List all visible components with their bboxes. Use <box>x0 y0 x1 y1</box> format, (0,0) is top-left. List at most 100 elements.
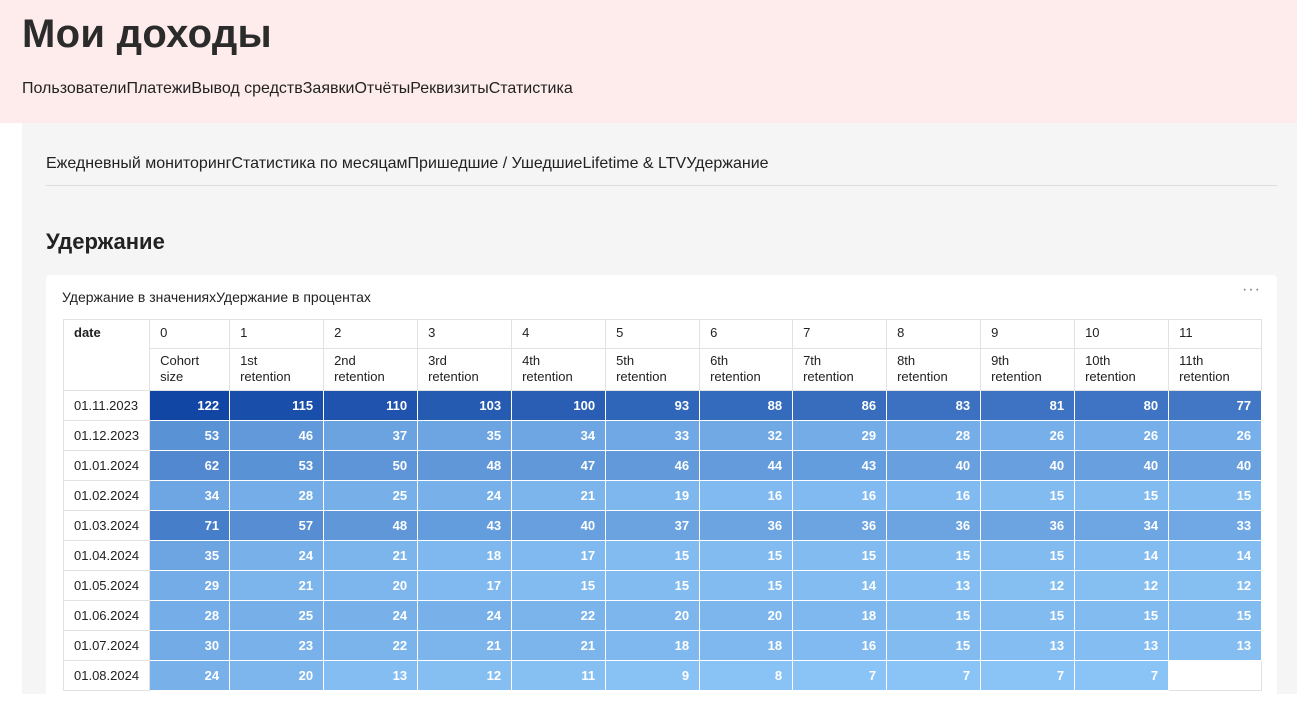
menu-button[interactable]: ··· <box>1242 281 1261 298</box>
card-tab[interactable]: Удержание в процентах <box>216 289 371 305</box>
value-cell: 26 <box>1074 420 1170 451</box>
nav-tab[interactable]: Статистика <box>488 80 573 97</box>
value-cell: 15 <box>980 480 1076 511</box>
data-row: 01.04.2024 35 24 21 18 17 15 15 15 15 15 14 14 <box>62 540 1263 571</box>
value-cell: 29 <box>792 420 888 451</box>
sub-tab[interactable]: Пришедшие / Ушедшие <box>407 155 583 172</box>
sub-tabs: Ежедневный мониторинг Статистика по месяц… <box>46 155 1277 186</box>
value-cell: 13 <box>886 570 982 601</box>
value-cell: 13 <box>980 630 1076 661</box>
column-label: 3rd retention <box>417 348 513 391</box>
value-cell: 20 <box>605 600 701 631</box>
column-label-text: 5th retention <box>616 353 667 384</box>
nav-tab[interactable]: Вывод средств <box>191 80 303 97</box>
value-cell: 86 <box>792 390 888 421</box>
nav-tab[interactable]: Платежи <box>126 80 192 97</box>
column-label: 11th retention <box>1168 348 1263 391</box>
value-cell: 12 <box>1168 570 1263 601</box>
value-cell: 83 <box>886 390 982 421</box>
value-cell: 115 <box>229 390 325 421</box>
data-row: 01.06.2024 28 25 24 24 22 20 20 18 15 15 15 15 <box>62 600 1263 631</box>
column-label-text: 1st retention <box>240 353 291 384</box>
table-body: 01.11.2023 122 115 110 103 100 93 88 86 83 81 80 77 0… <box>62 390 1263 691</box>
value-cell: 12 <box>417 660 513 691</box>
sub-tab[interactable]: Ежедневный мониторинг <box>46 155 232 172</box>
nav-tab[interactable]: Реквизиты <box>410 80 489 97</box>
sub-tab[interactable]: Удержание <box>686 155 769 172</box>
value-cell: 15 <box>1168 600 1263 631</box>
value-cell: 28 <box>886 420 982 451</box>
value-cell: 20 <box>699 600 794 631</box>
data-row: 01.03.2024 71 57 48 43 40 37 36 36 36 36 34 33 <box>62 510 1263 541</box>
sub-tab[interactable]: Lifetime & LTV <box>582 155 687 172</box>
date-header: date <box>62 319 151 391</box>
value-cell: 16 <box>792 630 888 661</box>
value-cell: 26 <box>980 420 1076 451</box>
value-cell: 23 <box>229 630 325 661</box>
cohort-date: 01.03.2024 <box>62 510 151 541</box>
value-cell: 18 <box>792 600 888 631</box>
value-cell: 40 <box>1168 450 1263 481</box>
value-cell: 11 <box>511 660 607 691</box>
sub-tab[interactable]: Статистика по месяцам <box>231 155 408 172</box>
page-title: Мои доходы <box>22 12 272 56</box>
value-cell: 20 <box>229 660 325 691</box>
nav-tab[interactable]: Пользователи <box>22 80 127 97</box>
value-cell: 93 <box>605 390 701 421</box>
value-cell: 7 <box>886 660 982 691</box>
value-cell: 57 <box>229 510 325 541</box>
cohort-date: 01.04.2024 <box>62 540 151 571</box>
value-cell: 34 <box>1074 510 1170 541</box>
nav-tab[interactable]: Заявки <box>302 80 355 97</box>
value-cell: 15 <box>980 540 1076 571</box>
header: Мои доходы Пользователи Платежи Вывод сред… <box>0 0 1297 123</box>
header-row: Cohort size 1st retention 2nd retention 3rd… <box>64 348 1263 391</box>
value-cell: 34 <box>511 420 607 451</box>
cohort-date: 01.12.2023 <box>62 420 151 451</box>
column-label-text: 7th retention <box>803 353 854 384</box>
value-cell: 15 <box>1074 600 1170 631</box>
value-cell: 15 <box>699 540 794 571</box>
value-cell: 62 <box>149 450 231 481</box>
column-index: 4 <box>511 319 607 349</box>
column-label-text: 4th retention <box>522 353 573 384</box>
value-cell: 50 <box>323 450 419 481</box>
value-cell: 22 <box>511 600 607 631</box>
value-cell: 21 <box>323 540 419 571</box>
nav-tab[interactable]: Отчёты <box>354 80 411 97</box>
value-cell: 18 <box>605 630 701 661</box>
value-cell: 35 <box>149 540 231 571</box>
value-cell: 15 <box>886 630 982 661</box>
column-index: 2 <box>323 319 419 349</box>
value-cell: 7 <box>980 660 1076 691</box>
value-cell: 15 <box>980 600 1076 631</box>
value-cell: 7 <box>792 660 888 691</box>
value-cell: 40 <box>511 510 607 541</box>
value-cell: 25 <box>323 480 419 511</box>
value-cell: 15 <box>699 570 794 601</box>
value-cell: 77 <box>1168 390 1263 421</box>
value-cell: 33 <box>605 420 701 451</box>
card-tabs: Удержание в значениях Удержание в процент… <box>62 289 371 305</box>
value-cell: 48 <box>323 510 419 541</box>
column-index: 1 <box>229 319 325 349</box>
value-cell: 15 <box>886 600 982 631</box>
value-cell: 14 <box>1168 540 1263 571</box>
value-cell: 44 <box>699 450 794 481</box>
column-index: 11 <box>1168 319 1263 349</box>
value-cell: 24 <box>417 600 513 631</box>
data-row: 01.01.2024 62 53 50 48 47 46 44 43 40 40 40 40 <box>62 450 1263 481</box>
value-cell: 29 <box>149 570 231 601</box>
value-cell: 36 <box>980 510 1076 541</box>
column-label: 7th retention <box>792 348 888 391</box>
value-cell: 30 <box>149 630 231 661</box>
value-cell: 46 <box>605 450 701 481</box>
value-cell: 24 <box>149 660 231 691</box>
card-tab[interactable]: Удержание в значениях <box>62 289 217 305</box>
column-label: 8th retention <box>886 348 982 391</box>
value-cell: 16 <box>792 480 888 511</box>
value-cell: 8 <box>699 660 794 691</box>
cohort-date: 01.01.2024 <box>62 450 151 481</box>
column-index: 10 <box>1074 319 1170 349</box>
